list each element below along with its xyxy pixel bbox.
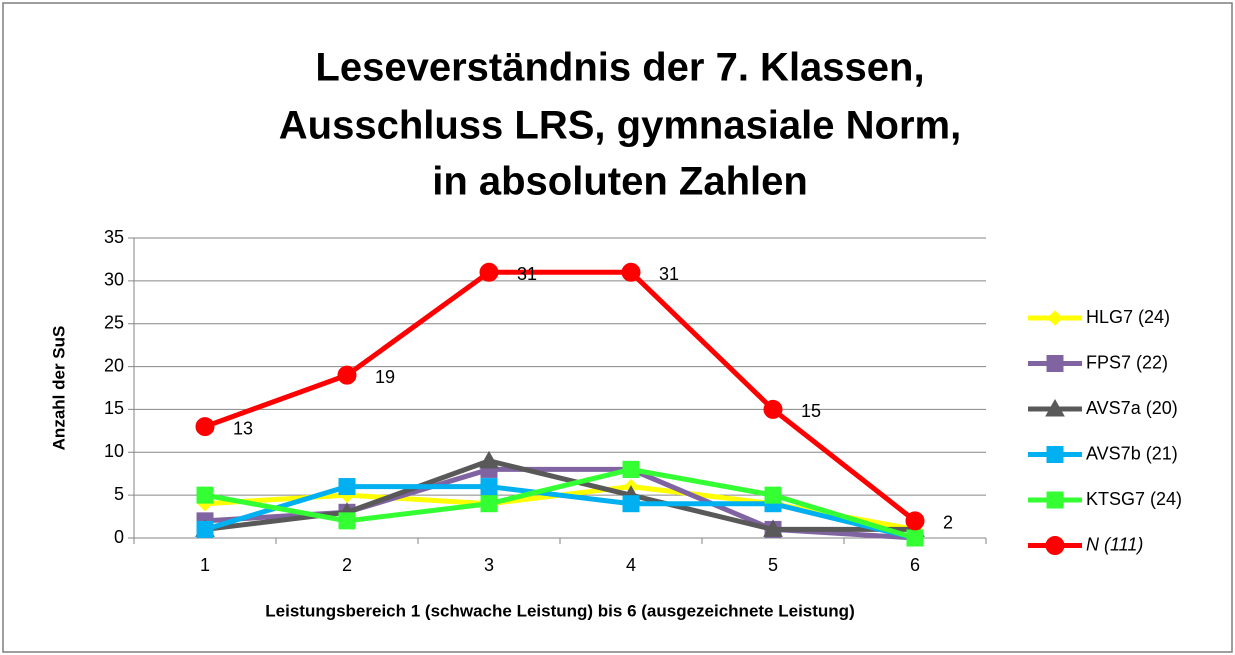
legend-marker xyxy=(1046,491,1064,509)
x-tick-label: 6 xyxy=(910,555,920,575)
data-label: 15 xyxy=(801,401,821,421)
legend-marker xyxy=(1046,446,1064,463)
x-tick-label: 4 xyxy=(626,555,636,575)
x-tick-label: 3 xyxy=(484,555,494,575)
data-label: 13 xyxy=(233,418,253,438)
data-point xyxy=(479,262,499,282)
y-tick-label: 30 xyxy=(104,270,124,290)
series-line xyxy=(204,269,917,523)
series-line xyxy=(204,484,916,541)
data-point xyxy=(479,450,499,469)
x-axis-label: Leistungsbereich 1 (schwache Leistung) b… xyxy=(265,601,854,620)
y-tick-label: 5 xyxy=(114,484,124,504)
data-point xyxy=(196,520,214,538)
data-point xyxy=(905,511,925,531)
data-point xyxy=(622,460,640,478)
data-point xyxy=(621,262,641,282)
data-point xyxy=(196,486,214,504)
legend-label: HLG7 (24) xyxy=(1086,307,1170,327)
legend-label: AVS7b (21) xyxy=(1086,443,1178,463)
y-tick-label: 0 xyxy=(114,527,124,547)
data-point xyxy=(480,495,498,513)
data-label: 31 xyxy=(517,264,537,284)
legend-marker xyxy=(1046,355,1064,372)
legend-label: AVS7a (20) xyxy=(1086,398,1178,418)
y-tick-label: 35 xyxy=(104,227,124,247)
legend-marker xyxy=(1045,398,1065,417)
y-tick-label: 25 xyxy=(104,312,124,332)
data-point xyxy=(763,519,783,537)
y-tick-label: 20 xyxy=(104,355,124,375)
data-point xyxy=(337,365,357,385)
chart-title: Leseverständnis der 7. Klassen, xyxy=(315,46,924,90)
data-label: 31 xyxy=(659,264,679,284)
data-point xyxy=(480,478,498,496)
legend-label: N (111) xyxy=(1086,534,1143,554)
data-point xyxy=(622,495,640,513)
data-point xyxy=(763,399,783,419)
x-tick-label: 1 xyxy=(200,555,210,575)
y-tick-label: 10 xyxy=(104,441,124,461)
data-point xyxy=(906,529,924,547)
legend-marker xyxy=(1045,536,1065,555)
data-label: 19 xyxy=(375,367,395,387)
legend-label: FPS7 (22) xyxy=(1086,352,1168,372)
series-line xyxy=(204,466,916,541)
x-tick-label: 5 xyxy=(768,555,778,575)
data-point xyxy=(338,512,356,530)
data-point xyxy=(764,486,782,504)
data-point xyxy=(338,478,356,496)
legend-marker xyxy=(1047,310,1063,326)
x-tick-label: 2 xyxy=(342,555,352,575)
y-axis-label: Anzahl der SuS xyxy=(49,326,68,451)
chart-title: Ausschluss LRS, gymnasiale Norm, xyxy=(279,104,961,148)
chart-title: in absoluten Zahlen xyxy=(432,160,808,204)
y-tick-label: 15 xyxy=(104,398,124,418)
legend-label: KTSG7 (24) xyxy=(1086,489,1182,509)
data-point xyxy=(195,417,215,437)
data-label: 2 xyxy=(943,513,953,533)
